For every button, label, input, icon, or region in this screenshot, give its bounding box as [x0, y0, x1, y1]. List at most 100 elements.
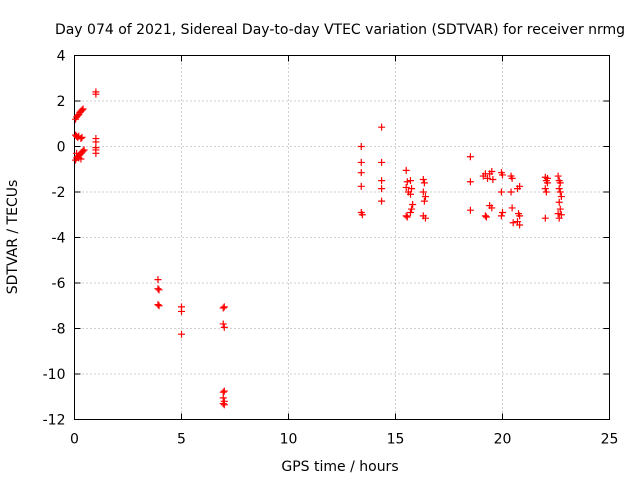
data-point — [516, 221, 524, 229]
data-point — [220, 401, 228, 409]
data-point — [77, 135, 85, 143]
data-point — [420, 179, 428, 187]
data-point — [92, 149, 100, 157]
data-point — [419, 175, 427, 183]
data-point — [542, 188, 550, 196]
data-point — [420, 197, 428, 205]
data-point — [77, 155, 85, 163]
data-point — [466, 178, 474, 186]
data-point — [357, 143, 365, 150]
data-point — [488, 168, 496, 176]
y-tick-label: 2 — [57, 94, 66, 110]
data-point — [516, 182, 524, 190]
data-point — [421, 214, 429, 222]
data-point — [507, 188, 515, 196]
data-point — [508, 174, 516, 182]
data-point — [219, 304, 227, 312]
data-point — [78, 106, 86, 114]
data-point — [406, 208, 414, 216]
data-point — [154, 276, 162, 284]
data-point — [555, 198, 563, 206]
y-axis-label: SDTVAR / TECUs — [5, 180, 21, 295]
data-point — [80, 146, 88, 154]
data-point — [402, 166, 410, 174]
data-point — [499, 171, 506, 179]
data-point — [484, 174, 492, 182]
data-point — [481, 212, 489, 220]
data-point — [421, 193, 429, 201]
data-point — [406, 177, 414, 185]
data-point — [466, 153, 474, 161]
data-point — [155, 286, 163, 294]
data-point — [555, 185, 563, 193]
data-point — [541, 185, 549, 193]
y-tick-label: -2 — [52, 185, 66, 201]
data-point — [516, 212, 524, 220]
data-point — [219, 400, 227, 408]
x-tick-label: 5 — [177, 432, 186, 448]
data-point — [419, 188, 427, 196]
data-point — [403, 178, 411, 186]
data-point — [154, 285, 162, 293]
data-point — [557, 193, 565, 201]
y-tick-label: 4 — [57, 49, 66, 65]
data-point — [378, 123, 386, 131]
data-point — [357, 182, 365, 190]
data-point — [220, 303, 228, 311]
data-point — [357, 158, 365, 166]
data-point — [554, 172, 562, 180]
y-tick-label: 0 — [57, 140, 66, 156]
data-point — [403, 213, 411, 221]
data-point — [219, 320, 227, 328]
data-point — [378, 197, 386, 205]
data-point — [155, 302, 163, 310]
data-point — [466, 206, 474, 214]
data-point — [556, 188, 564, 196]
data-point — [499, 208, 506, 216]
y-tick-label: -6 — [52, 276, 66, 292]
y-tick-label: -8 — [52, 322, 66, 338]
data-point — [357, 169, 365, 177]
data-point — [154, 301, 162, 309]
x-tick-label: 25 — [601, 432, 619, 448]
data-point — [378, 185, 386, 193]
x-tick-label: 0 — [70, 432, 79, 448]
data-point — [497, 188, 505, 196]
data-point — [556, 205, 564, 213]
data-point — [178, 330, 185, 338]
data-point — [554, 210, 562, 218]
data-point — [543, 174, 551, 182]
data-point — [402, 212, 410, 220]
data-point — [220, 387, 228, 395]
data-point — [409, 201, 417, 209]
x-tick-label: 10 — [280, 432, 298, 448]
data-point — [78, 133, 86, 141]
data-point — [556, 179, 564, 187]
data-point — [402, 183, 410, 191]
data-point — [497, 212, 505, 220]
data-point — [541, 214, 549, 222]
data-points — [72, 88, 565, 409]
x-tick-label: 15 — [387, 432, 405, 448]
data-point — [408, 205, 416, 213]
data-point — [555, 214, 563, 222]
y-tick-label: -4 — [52, 231, 66, 247]
data-point — [79, 147, 87, 155]
data-point — [489, 175, 497, 183]
axis-ticks: 0 5 10 15 20 25 -12 -10 -8 -6 -4 -2 0 2 4 — [43, 49, 619, 448]
data-point — [79, 105, 87, 113]
data-point — [220, 323, 228, 331]
x-tick-label: 20 — [494, 432, 512, 448]
data-point — [73, 149, 81, 157]
data-point — [358, 211, 366, 219]
data-point — [178, 307, 185, 315]
data-point — [488, 204, 496, 212]
x-axis-label: GPS time / hours — [281, 459, 398, 475]
y-tick-label: -10 — [43, 367, 66, 383]
data-point — [508, 204, 516, 212]
chart-title: Day 074 of 2021, Sidereal Day-to-day VTE… — [55, 22, 625, 38]
data-point — [482, 213, 490, 221]
grid — [74, 55, 610, 420]
data-point — [92, 88, 100, 96]
